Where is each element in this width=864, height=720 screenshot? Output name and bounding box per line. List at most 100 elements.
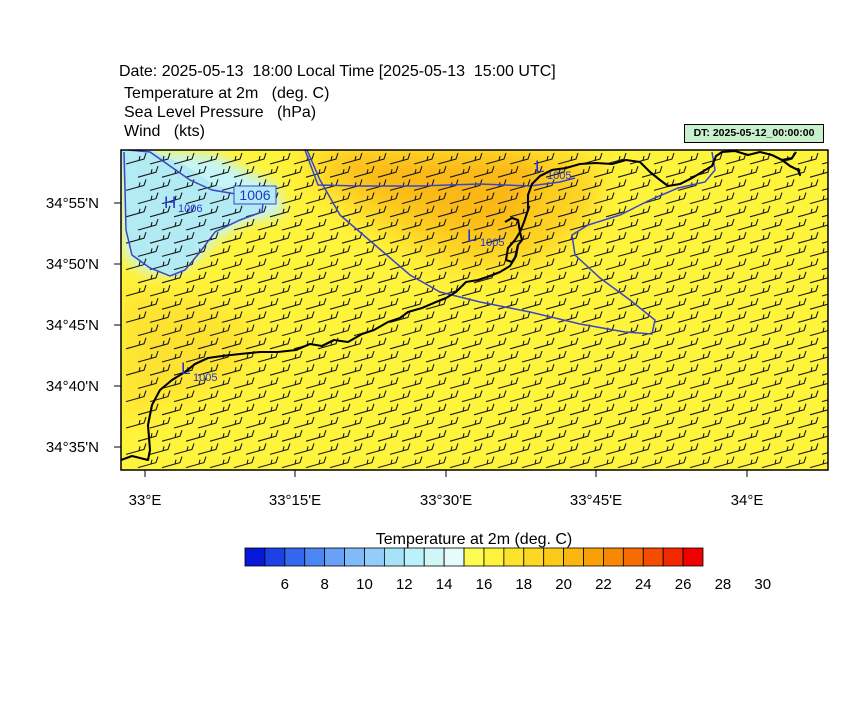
colorbar-swatch	[503, 547, 525, 567]
wind-barb	[449, 166, 471, 178]
wind-barb	[557, 364, 579, 376]
wind-barb	[461, 443, 483, 455]
wind-barb	[425, 350, 447, 363]
wind-barb	[353, 166, 375, 178]
wind-barb	[725, 443, 747, 455]
wind-barb	[281, 456, 303, 469]
wind-barb	[425, 324, 447, 337]
lon-label-2: 33°15'E	[269, 492, 321, 509]
wind-barb	[269, 443, 291, 455]
colorbar-swatch	[423, 547, 445, 567]
wind-barb	[617, 324, 639, 337]
wind-barb	[629, 284, 651, 297]
wind-barb	[401, 298, 423, 310]
wind-barb	[437, 311, 459, 323]
wind-barb	[569, 403, 591, 416]
wind-barb	[737, 298, 759, 310]
wind-barb	[593, 166, 615, 178]
wind-barb	[353, 350, 375, 363]
wind-barb	[305, 192, 327, 205]
wind-barb	[497, 166, 519, 178]
lon-label-4: 33°45'E	[570, 492, 622, 509]
wind-barb	[125, 205, 147, 218]
wind-barb	[389, 443, 411, 455]
wind-barb	[641, 166, 663, 178]
wind-barb	[389, 232, 411, 244]
wind-barb	[473, 377, 495, 389]
wind-barb	[377, 377, 399, 389]
wind-barb	[665, 192, 687, 205]
wind-barb	[713, 298, 735, 310]
wind-barb	[809, 459, 828, 469]
wind-barb	[269, 337, 291, 350]
wind-barb	[665, 430, 687, 442]
wind-barb	[137, 324, 159, 337]
wind-barb	[797, 416, 819, 429]
wind-barb	[401, 218, 423, 231]
wind-barb	[413, 443, 435, 455]
wind-barb	[353, 218, 375, 231]
wind-barb	[269, 390, 291, 403]
wind-barb	[389, 390, 411, 403]
wind-barb	[305, 403, 327, 416]
low-value-2: 1005	[480, 237, 504, 249]
wind-barb	[761, 403, 783, 416]
wind-barb	[449, 377, 471, 389]
wind-barb	[473, 245, 495, 257]
wind-barb	[509, 284, 531, 297]
wind-barb	[641, 245, 663, 257]
wind-barb	[521, 403, 543, 416]
wind-barb	[257, 166, 279, 178]
wind-barb	[545, 456, 567, 469]
wind-barb	[725, 284, 747, 297]
wind-barb	[185, 456, 207, 469]
isobar-contour-label: 1006	[233, 185, 277, 205]
wind-barb	[737, 218, 759, 231]
wind-barb	[413, 364, 435, 376]
wind-barb	[401, 192, 423, 205]
wind-barb	[533, 232, 555, 244]
wind-barb	[713, 456, 735, 469]
wind-barb	[761, 271, 783, 284]
map-plot-area	[121, 150, 828, 470]
wind-barb	[377, 192, 399, 205]
wind-barb	[605, 232, 627, 244]
wind-barb	[437, 443, 459, 455]
wind-barb	[281, 245, 303, 257]
wind-barb	[773, 443, 795, 455]
wind-barb	[497, 350, 519, 363]
wind-barb	[665, 218, 687, 231]
wind-barb	[137, 192, 159, 205]
wind-barb	[329, 350, 351, 363]
wind-barb	[185, 298, 207, 310]
wind-barb	[125, 284, 147, 297]
wind-barb	[545, 430, 567, 442]
colorbar-label: 8	[320, 576, 328, 593]
wind-barb	[353, 377, 375, 389]
wind-barb	[149, 205, 171, 218]
wind-barb	[245, 311, 267, 323]
wind-barb	[185, 324, 207, 337]
wind-barb	[797, 179, 819, 191]
wind-barb	[317, 284, 339, 297]
wind-barb	[593, 245, 615, 257]
wind-barb	[245, 232, 267, 244]
wind-barb	[389, 258, 411, 271]
low-marker-3: L	[181, 359, 190, 378]
wind-barb	[581, 284, 603, 297]
wind-barb	[701, 364, 723, 376]
wind-barb	[485, 311, 507, 323]
wind-barb	[221, 311, 243, 323]
colorbar-label: 22	[595, 576, 612, 593]
wind-barb	[641, 403, 663, 416]
wind-barb	[617, 456, 639, 469]
colorbar-swatch	[364, 547, 385, 567]
wind-barb	[533, 258, 555, 271]
wind-barb	[581, 205, 603, 218]
field-pressure: Sea Level Pressure (hPa)	[124, 104, 317, 121]
wind-barb	[293, 390, 315, 403]
wind-barb	[269, 232, 291, 244]
colorbar-swatch	[662, 547, 684, 567]
wind-barb	[317, 152, 339, 165]
wind-barb	[149, 416, 171, 429]
